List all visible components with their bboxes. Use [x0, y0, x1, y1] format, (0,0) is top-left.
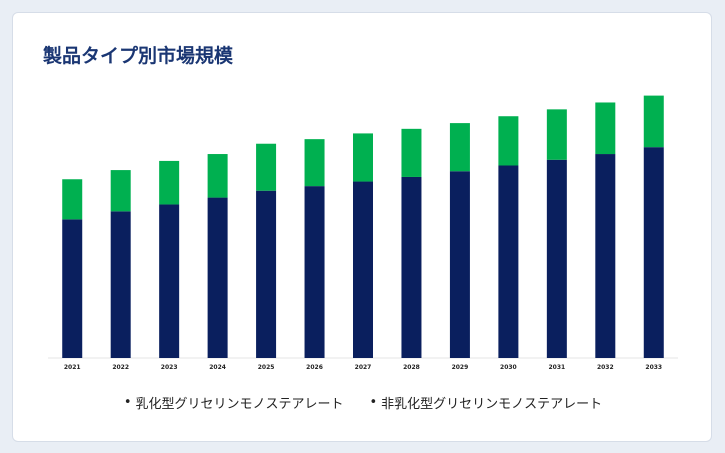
- x-tick-label: 2029: [452, 364, 469, 371]
- bar-2026-series-1: [304, 186, 325, 358]
- bar-2028-series-1: [401, 176, 422, 358]
- bar-2032-series-1: [595, 154, 616, 358]
- chart-title: 製品タイプ別市場規模: [43, 45, 234, 67]
- legend-item-emulsified: • 乳化型グリセリンモノステアレート: [124, 393, 344, 412]
- x-tick-label: 2022: [112, 364, 129, 371]
- x-tick-label: 2028: [403, 364, 420, 371]
- bar-2027-series-2: [353, 133, 373, 182]
- legend-label-emulsified: 乳化型グリセリンモノステアレート: [135, 397, 344, 412]
- bar-2026-series-2: [304, 139, 325, 187]
- bar-2030-series-2: [498, 116, 519, 166]
- bar-2022-series-2: [110, 170, 131, 212]
- bar-2029-series-2: [449, 123, 470, 172]
- bar-2021-series-1: [62, 219, 83, 358]
- bar-2031-series-1: [546, 159, 567, 358]
- x-tick-label: 2021: [64, 364, 81, 371]
- x-tick-label: 2026: [306, 364, 323, 371]
- bar-2024-series-1: [207, 197, 228, 358]
- x-tick-label: 2033: [645, 364, 662, 371]
- chart-card: 製品タイプ別市場規模 2021 2022 2023 2024 2025 2026 2027 2…: [12, 12, 712, 442]
- x-tick-label: 2031: [548, 364, 565, 371]
- bar-2027-series-1: [353, 181, 373, 358]
- bar-2025-series-2: [256, 143, 277, 191]
- bar-2024-series-2: [207, 154, 228, 198]
- legend-bullet-icon: •: [123, 395, 132, 410]
- legend-item-non-emulsified: • 非乳化型グリセリンモノステアレート: [370, 393, 603, 412]
- chart-legend: • 乳化型グリセリンモノステアレート • 非乳化型グリセリンモノステアレート: [13, 393, 713, 412]
- bar-2033-series-1: [643, 147, 664, 358]
- stacked-bar-chart: 2021 2022 2023 2024 2025 2026 2027 2028 2029 2030…: [48, 95, 678, 371]
- bar-2033-series-2: [643, 95, 664, 148]
- bar-2023-series-2: [159, 160, 180, 205]
- x-tick-label: 2023: [161, 364, 178, 371]
- x-tick-label: 2027: [355, 364, 372, 371]
- x-tick-label: 2032: [597, 364, 614, 371]
- bar-2029-series-1: [449, 171, 470, 358]
- bar-2028-series-2: [401, 128, 422, 177]
- legend-bullet-icon: •: [369, 395, 378, 410]
- bar-2025-series-1: [256, 190, 277, 358]
- x-tick-label: 2025: [258, 364, 275, 371]
- bar-2032-series-2: [595, 102, 616, 155]
- x-tick-label: 2030: [500, 364, 517, 371]
- x-tick-label: 2024: [209, 364, 226, 371]
- bar-2021-series-2: [62, 179, 83, 220]
- bar-2023-series-1: [159, 204, 180, 358]
- bar-2022-series-1: [110, 211, 131, 358]
- legend-label-non-emulsified: 非乳化型グリセリンモノステアレート: [381, 397, 603, 412]
- bar-2031-series-2: [546, 109, 567, 160]
- bar-2030-series-1: [498, 165, 519, 358]
